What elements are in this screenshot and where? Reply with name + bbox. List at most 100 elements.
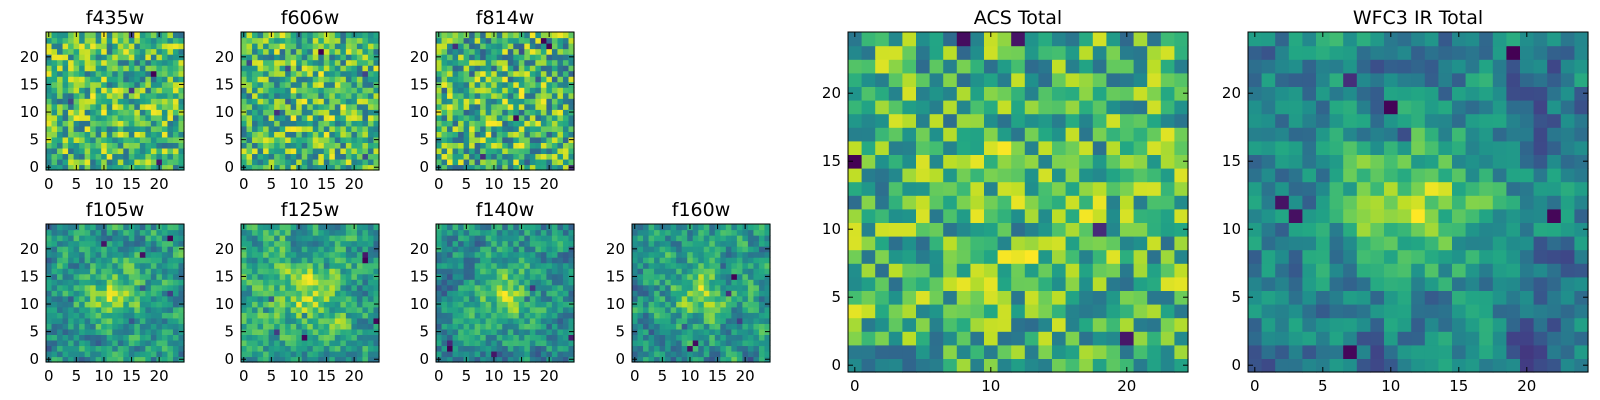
heatmap-cell — [84, 339, 91, 347]
heatmap-cell — [485, 125, 492, 132]
heatmap-cell — [546, 43, 553, 50]
heatmap-cell — [318, 306, 325, 313]
heatmap-cell — [535, 92, 542, 99]
heatmap-cell — [307, 114, 314, 121]
heatmap-cell — [274, 334, 281, 341]
heatmap-cell — [307, 120, 314, 127]
heatmap-cell — [112, 279, 119, 286]
heatmap-cell — [546, 317, 553, 324]
heatmap-cell — [178, 251, 185, 258]
heatmap-cell — [128, 290, 135, 297]
heatmap-cell — [128, 273, 135, 280]
heatmap-cell — [568, 339, 575, 347]
heatmap-cell — [340, 328, 347, 335]
heatmap-cell — [441, 114, 448, 121]
heatmap-cell — [524, 273, 531, 280]
heatmap-cell — [362, 345, 369, 352]
heatmap-cell — [112, 158, 119, 166]
heatmap-cell — [524, 32, 531, 39]
heatmap-cell — [95, 59, 102, 66]
heatmap-cell — [875, 304, 890, 319]
heatmap-cell — [68, 273, 75, 280]
heatmap-cell — [46, 43, 53, 50]
heatmap-cell — [252, 345, 259, 352]
heatmap-cell — [68, 59, 75, 66]
heatmap-cell — [742, 251, 749, 258]
heatmap-cell — [557, 328, 564, 335]
heatmap-cell — [285, 147, 292, 155]
heatmap-cell — [562, 59, 570, 66]
heatmap-cell — [861, 304, 876, 319]
heatmap-cell — [524, 345, 531, 352]
heatmap-cell — [95, 268, 102, 275]
heatmap-cell — [1120, 222, 1135, 237]
heatmap-cell — [263, 81, 270, 88]
heatmap-cell — [875, 208, 890, 223]
heatmap-cell — [156, 301, 163, 308]
heatmap-cell — [307, 306, 314, 313]
heatmap-cell — [742, 262, 749, 269]
heatmap-cell — [301, 98, 308, 105]
heatmap-cell — [156, 235, 163, 242]
heatmap-cell — [73, 147, 80, 155]
heatmap-cell — [452, 70, 459, 77]
heatmap-cell — [156, 328, 163, 335]
heatmap-cell — [888, 331, 903, 346]
heatmap-cell — [698, 339, 705, 347]
heatmap-cell — [51, 136, 58, 143]
heatmap-cell — [458, 328, 465, 335]
heatmap-cell — [551, 268, 559, 275]
heatmap-cell — [290, 235, 297, 242]
heatmap-cell — [562, 131, 570, 138]
heatmap-cell — [546, 246, 553, 253]
heatmap-cell — [51, 120, 58, 127]
heatmap-cell — [46, 98, 53, 105]
heatmap-cell — [312, 136, 319, 143]
heatmap-cell — [513, 295, 520, 302]
heatmap-cell — [1065, 249, 1080, 264]
heatmap-cell — [263, 306, 270, 313]
heatmap-cell — [529, 284, 536, 291]
heatmap-cell — [301, 103, 308, 110]
heatmap-cell — [447, 224, 454, 231]
heatmap-cell — [997, 317, 1012, 332]
heatmap-cell — [452, 240, 459, 247]
heatmap-cell — [546, 153, 553, 160]
heatmap-cell — [463, 43, 470, 50]
heatmap-cell — [458, 59, 465, 66]
heatmap-cell — [307, 98, 314, 105]
heatmap-cell — [117, 339, 124, 347]
heatmap-cell — [340, 59, 347, 66]
heatmap-cell — [888, 181, 903, 196]
heatmap-cell — [709, 268, 716, 275]
heatmap-cell — [529, 109, 536, 116]
heatmap-cell — [334, 295, 341, 302]
heatmap-cell — [79, 147, 86, 155]
heatmap-cell — [452, 158, 459, 166]
heatmap-cell — [145, 240, 152, 247]
heatmap-cell — [351, 43, 358, 50]
heatmap-cell — [496, 235, 503, 242]
heatmap-cell — [441, 153, 448, 160]
heatmap-cell — [452, 59, 459, 66]
heatmap-cell — [731, 312, 738, 319]
heatmap-cell — [62, 87, 69, 94]
heatmap-cell — [156, 103, 163, 110]
heatmap-cell — [692, 356, 699, 363]
heatmap-cell — [670, 240, 677, 247]
heatmap-cell — [452, 48, 459, 55]
heatmap-cell — [742, 284, 749, 291]
heatmap-cell — [452, 334, 459, 341]
heatmap-cell — [367, 70, 375, 77]
heatmap-cell — [970, 276, 985, 291]
heatmap-cell — [568, 76, 575, 83]
heatmap-cell — [513, 339, 520, 347]
heatmap-cell — [458, 32, 465, 39]
heatmap-cell — [84, 48, 91, 55]
heatmap-cell — [117, 164, 124, 171]
heatmap-cell — [676, 273, 683, 280]
heatmap-cell — [507, 81, 514, 88]
heatmap-cell — [698, 262, 705, 269]
heatmap-cell — [507, 120, 514, 127]
heatmap-cell — [659, 334, 666, 341]
